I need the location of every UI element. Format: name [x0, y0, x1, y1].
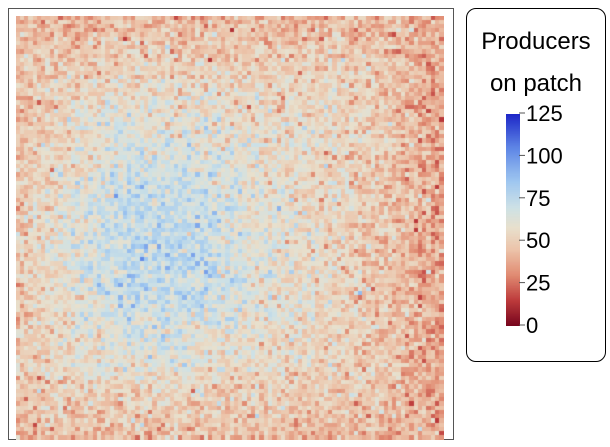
legend-title-line-2: on patch [489, 70, 583, 97]
colorbar-legend: Producers on patch [466, 8, 606, 362]
legend-title-line-1: Producers [481, 28, 591, 55]
heatmap-grid [16, 16, 444, 440]
colorbar-gradient [506, 114, 520, 326]
